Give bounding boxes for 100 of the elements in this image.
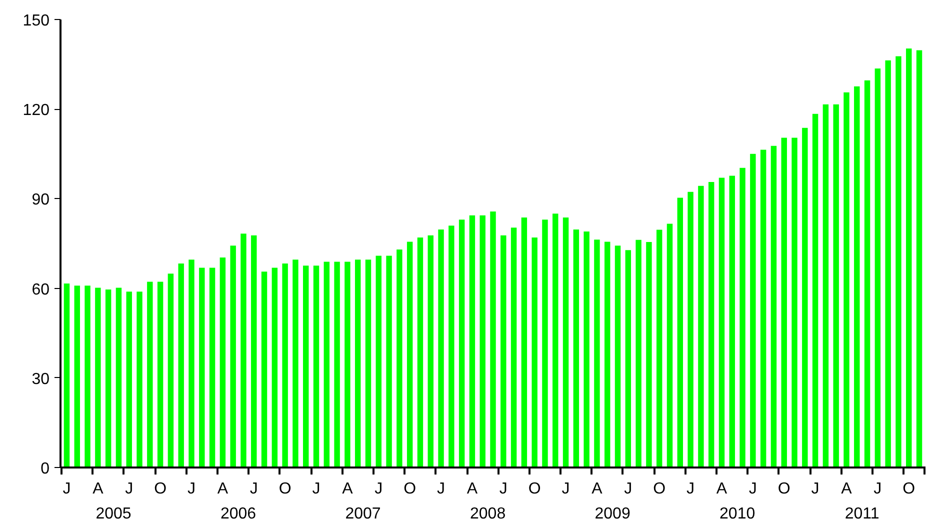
bar [168, 274, 174, 468]
text: 2006 [220, 506, 256, 522]
x-tick-label: O [278, 480, 292, 498]
x-tick-label: J [499, 480, 508, 498]
bar [532, 238, 538, 468]
bar [74, 286, 80, 468]
x-tick-label: J [686, 480, 695, 498]
bar [750, 154, 756, 468]
bar [261, 272, 268, 468]
bar [906, 48, 912, 468]
x-tick-label: J [748, 480, 757, 498]
x-tick-label: A [592, 480, 603, 498]
bar [188, 260, 194, 468]
bar [406, 242, 413, 468]
x-tick-label: O [404, 480, 416, 498]
bar [854, 86, 860, 468]
text: 2007 [345, 506, 381, 522]
bar [365, 260, 372, 468]
bar [480, 215, 486, 468]
bar [916, 50, 922, 468]
bar [334, 262, 340, 468]
x-tick-label: J [562, 480, 570, 498]
bar [303, 266, 309, 468]
bar [874, 68, 881, 468]
bar [822, 104, 829, 468]
x-tick-label: O [902, 480, 916, 498]
x-tick-label: J [62, 480, 71, 498]
x-tick-label: O [528, 480, 541, 498]
text: 2010 [720, 506, 756, 522]
bar [614, 246, 621, 468]
x-tick-label: J [624, 480, 632, 498]
bar [448, 226, 454, 468]
x-tick-label: J [874, 480, 882, 498]
bar [376, 256, 382, 468]
bar [812, 114, 818, 468]
bar [510, 228, 517, 468]
x-tick-label: A [342, 480, 354, 498]
y-tick-label: 60 [32, 281, 50, 298]
bar [344, 262, 350, 468]
bar [116, 288, 122, 468]
bar [740, 168, 746, 468]
bar [625, 250, 632, 468]
x-tick-label: A [92, 480, 104, 498]
bar [199, 268, 205, 468]
bar [209, 268, 216, 468]
bar [396, 249, 402, 468]
x-tick-label: A [466, 480, 478, 498]
x-tick-label: O [778, 480, 790, 498]
bar [885, 60, 891, 468]
bar [458, 220, 465, 468]
bar [490, 212, 496, 468]
bar [896, 56, 902, 468]
bar [698, 186, 704, 468]
y-tick-label: 150 [22, 12, 50, 30]
bar [136, 292, 142, 468]
bar [147, 282, 153, 468]
bar [542, 220, 548, 468]
bar [251, 235, 257, 468]
y-tick-label: 30 [32, 370, 50, 388]
bar [126, 292, 132, 468]
bar [95, 288, 101, 468]
x-tick-label: J [437, 480, 446, 498]
bar [562, 218, 569, 468]
bar [220, 258, 226, 468]
x-tick-label: J [811, 480, 820, 498]
bar [656, 230, 662, 468]
bar [64, 284, 70, 468]
bar [677, 198, 683, 468]
bar [324, 262, 330, 468]
x-tick-label: J [125, 480, 134, 498]
bar [84, 286, 90, 468]
y-tick-label: 120 [22, 102, 50, 120]
bar [844, 92, 850, 468]
bar [636, 240, 642, 468]
bar [833, 104, 839, 468]
bar [646, 242, 652, 468]
bar [354, 260, 361, 468]
text: 2011 [844, 506, 880, 522]
bar [313, 266, 320, 468]
bar [105, 289, 112, 468]
x-tick-label: J [188, 480, 196, 498]
bar [282, 264, 288, 468]
bar [272, 268, 278, 468]
bar [604, 242, 610, 468]
bar [760, 150, 766, 468]
x-tick-label: A [841, 480, 852, 498]
bar [521, 218, 528, 468]
bar [792, 138, 798, 468]
y-tick-label: 0 [40, 460, 50, 478]
bar [428, 235, 434, 468]
bar [781, 138, 787, 468]
x-tick-label: O [154, 480, 167, 498]
bar [718, 178, 725, 468]
text: 2008 [470, 506, 506, 522]
bar [666, 224, 673, 468]
bar [292, 260, 298, 468]
bar [240, 234, 246, 468]
bar [386, 256, 392, 468]
bar [552, 214, 558, 468]
y-tick-label: 90 [32, 192, 50, 209]
